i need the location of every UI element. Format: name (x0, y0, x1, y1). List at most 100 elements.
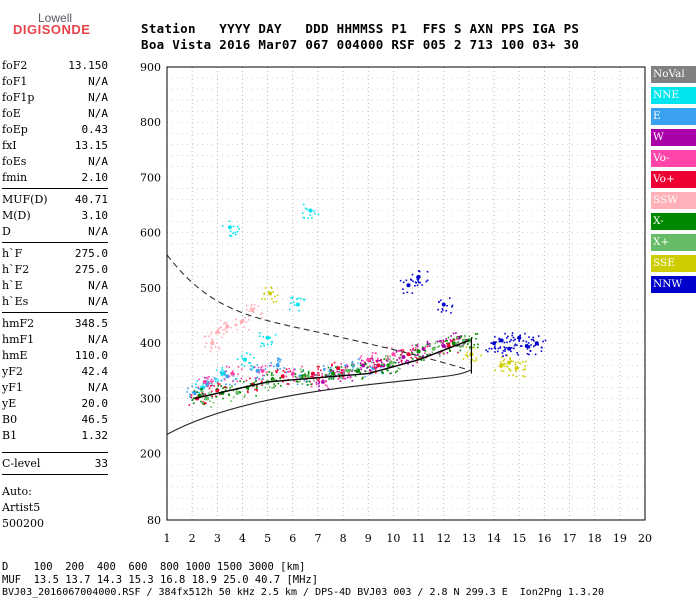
data-point (210, 338, 213, 340)
data-point (522, 340, 525, 342)
data-point (322, 378, 324, 381)
data-point (397, 361, 400, 364)
data-point (340, 369, 343, 371)
data-point (307, 372, 310, 375)
data-point (225, 326, 227, 329)
data-point (501, 339, 504, 341)
data-point (525, 340, 528, 343)
data-point (426, 340, 429, 343)
data-point (341, 373, 344, 375)
data-point (450, 340, 452, 342)
data-point (191, 399, 194, 401)
data-point (240, 364, 243, 366)
param-value: N/A (88, 225, 108, 238)
param-name: h`E (2, 279, 23, 292)
data-point (468, 335, 470, 338)
data-point (373, 366, 376, 369)
data-point (526, 352, 529, 355)
data-point (296, 380, 298, 383)
data-point (202, 386, 204, 389)
data-point (251, 367, 254, 369)
data-point (249, 353, 251, 356)
data-point (228, 366, 231, 368)
data-point (191, 391, 194, 394)
data-point (464, 354, 467, 356)
data-point (422, 346, 424, 349)
data-point (300, 297, 302, 300)
data-point (198, 391, 200, 394)
data-point (316, 365, 319, 368)
data-point (223, 370, 225, 373)
data-point (515, 375, 518, 378)
data-point (400, 361, 403, 364)
data-point (192, 402, 195, 405)
data-point (351, 360, 354, 363)
data-point (252, 365, 255, 368)
data-point (272, 374, 274, 376)
data-point (317, 372, 320, 374)
data-point (215, 390, 218, 393)
data-point (438, 301, 440, 303)
data-point (422, 355, 424, 357)
data-point (416, 276, 418, 278)
data-point (451, 304, 454, 307)
data-point (423, 349, 425, 351)
data-point (336, 366, 341, 371)
data-point (236, 225, 239, 228)
param-value: 110.0 (74, 349, 108, 362)
data-point (286, 383, 289, 385)
data-point (303, 379, 306, 382)
data-point (498, 338, 500, 341)
data-point (229, 230, 232, 233)
data-point (224, 389, 227, 391)
data-point (471, 358, 474, 361)
data-point (302, 376, 305, 378)
data-point (230, 235, 233, 237)
data-point (465, 338, 467, 341)
data-point (351, 370, 353, 373)
data-point (294, 375, 297, 378)
x-tick-label: 5 (264, 532, 271, 545)
param-name: D (2, 225, 11, 238)
data-point (318, 365, 320, 368)
data-point (296, 383, 299, 386)
data-point (519, 345, 522, 347)
data-point (466, 354, 469, 357)
param-value: N/A (88, 381, 108, 394)
data-point (420, 356, 422, 359)
param-value: N/A (88, 91, 108, 104)
param-value: 348.5 (74, 317, 108, 330)
data-point (442, 304, 445, 307)
data-point (218, 346, 220, 348)
data-point (411, 273, 414, 276)
data-point (240, 355, 243, 358)
data-point (365, 363, 367, 365)
data-point (417, 358, 419, 360)
data-point (441, 342, 444, 344)
data-point (234, 323, 236, 326)
data-point (196, 391, 199, 393)
data-point (389, 360, 391, 363)
data-point (508, 360, 511, 363)
data-point (285, 368, 288, 371)
data-point (464, 335, 466, 338)
data-point (414, 356, 417, 358)
data-point (381, 371, 383, 374)
data-point (344, 366, 347, 369)
data-point (359, 362, 362, 364)
data-point (264, 365, 267, 367)
data-point (226, 326, 228, 329)
data-point (213, 377, 216, 379)
data-point (224, 378, 226, 381)
data-point (510, 350, 512, 353)
data-point (364, 370, 367, 373)
y-tick-label: 600 (140, 227, 161, 240)
data-point (314, 212, 316, 215)
data-point (348, 370, 351, 372)
y-tick-labels: 80 200 300 400 500 600 700 800 900 (140, 61, 161, 527)
data-point (355, 369, 357, 372)
data-point (507, 346, 512, 351)
data-point (275, 370, 277, 372)
data-point (511, 334, 514, 337)
data-point (456, 345, 459, 347)
